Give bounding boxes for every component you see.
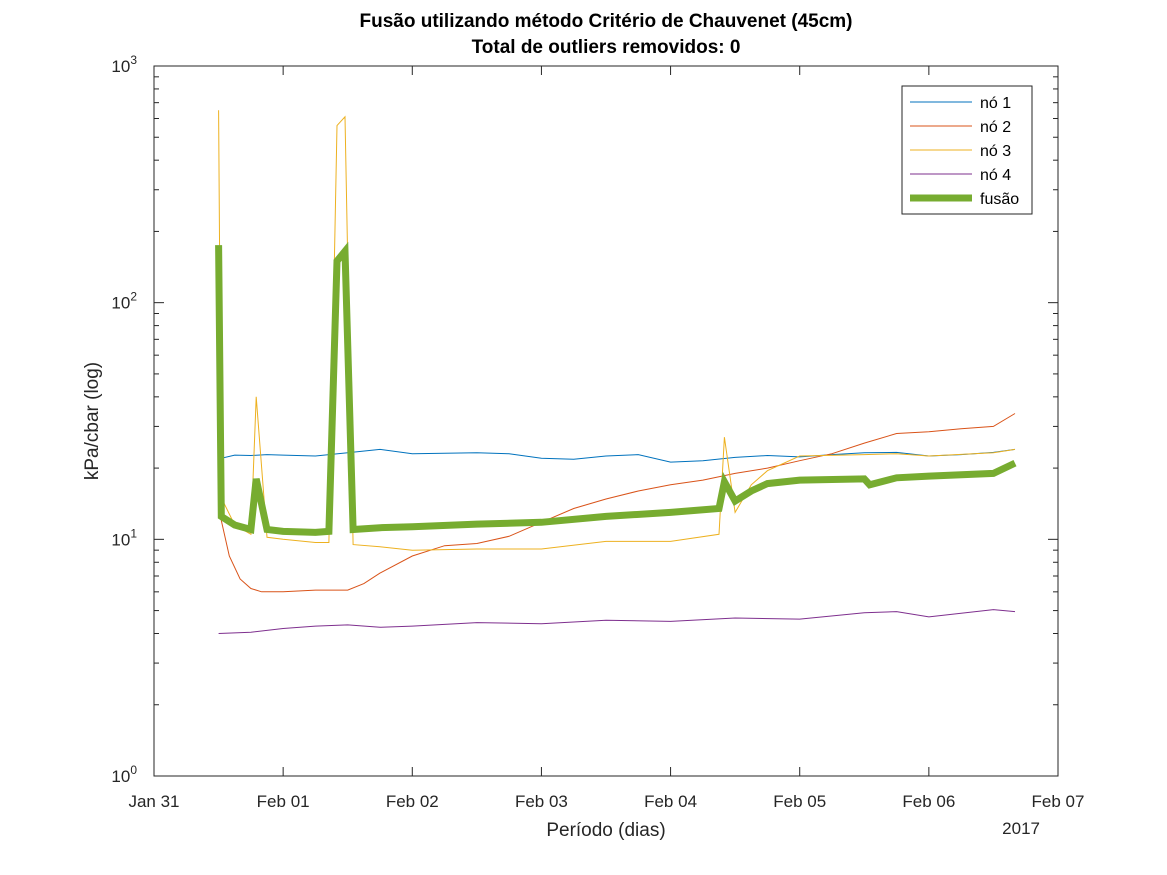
legend-label-3: nó 3 [980, 143, 1011, 160]
chart-subtitle: Total de outliers removidos: 0 [472, 37, 741, 58]
y-axis-label: kPa/cbar (log) [82, 362, 103, 480]
x-axis-ticks: Jan 31 Feb 01 Feb 02 Feb 03 Feb 04 Feb 05 Feb … [128, 66, 1084, 811]
plot-frame [153, 65, 1059, 777]
x-tick-label: Feb 06 [902, 792, 955, 811]
chart-title: Fusão utilizando método Critério de Chau… [359, 11, 852, 32]
x-tick-label: Feb 05 [773, 792, 826, 811]
x-tick-label: Feb 03 [515, 792, 568, 811]
x-axis-label: Período (dias) [546, 820, 665, 841]
y-tick-label: 103 [111, 53, 137, 76]
x-tick-label: Feb 04 [644, 792, 697, 811]
y-tick-label: 100 [111, 763, 137, 786]
series-line-5 [215, 241, 1017, 536]
series-group [215, 110, 1017, 634]
y-axis-ticks: 100 101 102 103 [111, 53, 1058, 786]
series-line-4 [218, 609, 1016, 634]
legend-label-4: nó 4 [980, 167, 1011, 184]
legend-label-5: fusão [980, 191, 1019, 208]
y-tick-label: 101 [111, 526, 137, 549]
legend-label-1: nó 1 [980, 95, 1011, 112]
legend: nó 1 nó 2 nó 3 nó 4 fusão [901, 85, 1033, 215]
x-tick-label: Feb 01 [257, 792, 310, 811]
y-tick-label: 102 [111, 290, 137, 313]
x-tick-label: Jan 31 [128, 792, 179, 811]
series-line-1 [218, 448, 1016, 505]
x-tick-label: Feb 02 [386, 792, 439, 811]
series-line-2 [218, 413, 1016, 593]
legend-label-2: nó 2 [980, 119, 1011, 136]
series-line-3 [218, 110, 1016, 551]
x-axis-year-label: 2017 [1002, 819, 1040, 838]
x-tick-label: Feb 07 [1032, 792, 1085, 811]
